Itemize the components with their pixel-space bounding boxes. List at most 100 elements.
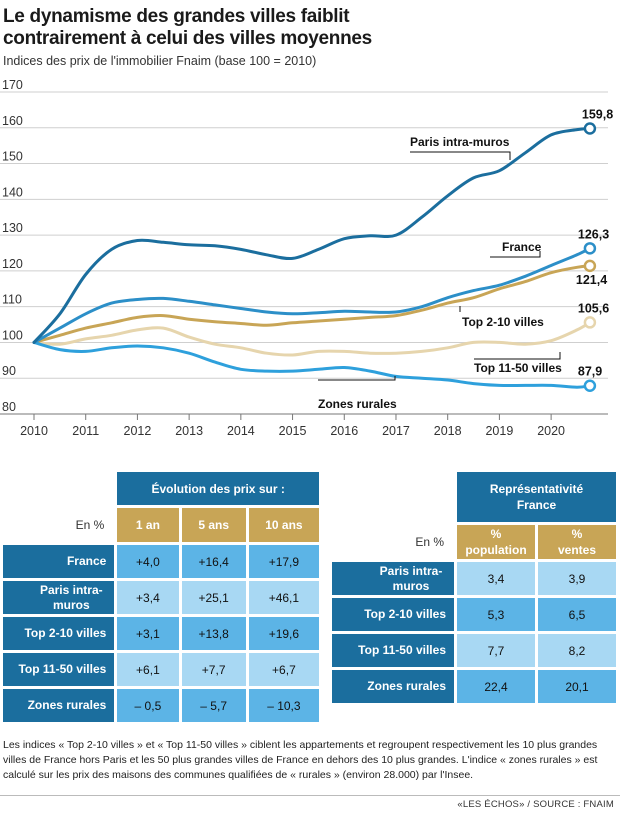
series-line-4 xyxy=(32,340,592,389)
row-label-paris: Paris intra-muros xyxy=(332,562,454,595)
table-cell: +3,1 xyxy=(117,617,179,650)
end-value-label: 159,8 xyxy=(582,107,613,121)
series-end-marker-4 xyxy=(583,379,597,392)
x-tick-label: 2011 xyxy=(72,424,99,438)
x-tick-label: 2017 xyxy=(382,424,410,438)
table-cell: +4,0 xyxy=(117,545,179,578)
x-tick-label: 2019 xyxy=(485,424,513,438)
x-tick-label: 2020 xyxy=(537,424,565,438)
x-tick-label: 2018 xyxy=(434,424,462,438)
series-annotations: 159,8 126,3 121,4 105,6 87,9 Paris intra-muro… xyxy=(318,107,613,411)
end-value-label: 87,9 xyxy=(578,365,602,379)
title-line-1: Le dynamisme des grandes villes faiblit xyxy=(3,6,350,27)
series-name-label-0: Paris intra-muros xyxy=(410,135,510,149)
table-cell: +25,1 xyxy=(181,581,246,614)
price-evolution-table: Évolution des prix sur : En % 1 an 5 ans… xyxy=(0,469,322,725)
table1-col-1an: 1 an xyxy=(117,508,179,542)
y-tick-label: 140 xyxy=(2,185,23,199)
x-tick-label: 2010 xyxy=(20,424,48,438)
table2-unit: En % xyxy=(415,535,444,549)
table-row: France +4,0 +16,4 +17,9 xyxy=(3,545,319,578)
table-cell: 22,4 xyxy=(457,670,535,703)
table-cell: 3,4 xyxy=(457,562,535,595)
y-tick-label: 170 xyxy=(2,78,23,92)
table-row: Zones rurales 22,4 20,1 xyxy=(332,670,616,703)
x-tick-label: 2015 xyxy=(279,424,307,438)
y-tick-label: 100 xyxy=(2,328,23,342)
series-end-marker-1 xyxy=(583,242,597,255)
series-end-marker-2 xyxy=(583,259,597,273)
row-label-rurales: Zones rurales xyxy=(3,689,115,722)
y-tick-label: 160 xyxy=(2,114,23,128)
table-cell: +6,1 xyxy=(117,653,179,686)
end-value-label: 121,4 xyxy=(576,273,607,287)
y-tick-label: 150 xyxy=(2,150,23,164)
leader-line-3 xyxy=(474,352,561,360)
table1-col-5ans: 5 ans xyxy=(181,508,246,542)
series-lines xyxy=(32,122,597,392)
x-tick-label: 2013 xyxy=(175,424,203,438)
x-axis: 2010 2011 2012 2013 2014 2015 2016 2017 2018 2019… xyxy=(20,414,565,438)
table-cell: +17,9 xyxy=(248,545,319,578)
table2-col-ventes: % ventes xyxy=(538,525,616,559)
table-row: Top 2-10 villes +3,1 +13,8 +19,6 xyxy=(3,617,319,650)
series-end-marker-3 xyxy=(583,316,597,329)
table1-header: Évolution des prix sur : xyxy=(117,472,319,505)
table2-col-population: % population xyxy=(457,525,535,559)
series-name-label-4: Zones rurales xyxy=(318,397,397,411)
x-tick-label: 2016 xyxy=(330,424,358,438)
chart-subtitle: Indices des prix de l'immobilier Fnaim (… xyxy=(3,54,317,68)
table2-col-population-text: % population xyxy=(465,527,527,557)
series-name-label-3: Top 11-50 villes xyxy=(474,361,562,375)
table-cell: – 5,7 xyxy=(181,689,246,722)
divider xyxy=(0,795,620,796)
table-cell: +7,7 xyxy=(181,653,246,686)
y-tick-label: 80 xyxy=(2,400,16,414)
x-tick-label: 2014 xyxy=(227,424,255,438)
row-label-top2-10: Top 2-10 villes xyxy=(3,617,115,650)
row-label-paris-text: Paris intra-muros xyxy=(379,563,443,593)
row-label-france: France xyxy=(3,545,115,578)
table2-col-ventes-text: % ventes xyxy=(557,527,597,557)
table-cell: – 0,5 xyxy=(117,689,179,722)
table2-spacer xyxy=(332,472,454,522)
table-row: Paris intra-muros 3,4 3,9 xyxy=(332,562,616,595)
table-row: Top 11-50 villes +6,1 +7,7 +6,7 xyxy=(3,653,319,686)
leader-line-1 xyxy=(490,251,541,258)
series-name-label-1: France xyxy=(502,240,542,254)
y-tick-label: 90 xyxy=(2,364,16,378)
title-line-2: contrairement à celui des villes moyenne… xyxy=(3,28,372,49)
table-row: Paris intra-muros +3,4 +25,1 +46,1 xyxy=(3,581,319,614)
table1-spacer xyxy=(3,472,114,505)
table-row: Top 11-50 villes 7,7 8,2 xyxy=(332,634,616,667)
leader-line-0 xyxy=(410,151,511,160)
table2-header: Représentativité France xyxy=(457,472,616,522)
y-tick-label: 130 xyxy=(2,221,23,235)
series-line-1 xyxy=(32,246,592,344)
table-cell: 6,5 xyxy=(538,598,616,631)
row-label-top11-50: Top 11-50 villes xyxy=(3,653,115,686)
table-cell: +3,4 xyxy=(117,581,179,614)
row-label-paris-text: Paris intra-muros xyxy=(39,582,103,612)
table-row: Zones rurales – 0,5 – 5,7 – 10,3 xyxy=(3,689,319,722)
table-row: Top 2-10 villes 5,3 6,5 xyxy=(332,598,616,631)
table2-header-text: Représentativité France xyxy=(489,482,584,512)
table-cell: 5,3 xyxy=(457,598,535,631)
row-label-paris: Paris intra-muros xyxy=(3,581,115,614)
series-line-3 xyxy=(32,320,592,357)
y-tick-label: 110 xyxy=(2,293,22,307)
table-cell: 3,9 xyxy=(538,562,616,595)
table-cell: +16,4 xyxy=(181,545,246,578)
series-line-0 xyxy=(32,127,592,344)
footnote: Les indices « Top 2-10 villes » et « Top… xyxy=(3,739,598,781)
x-tick-label: 2012 xyxy=(124,424,152,438)
y-axis: 80 90 100 110 120 130 140 150 160 170 xyxy=(2,78,23,414)
table-cell: +13,8 xyxy=(181,617,246,650)
y-tick-label: 120 xyxy=(2,257,23,271)
leader-line-4 xyxy=(318,376,396,381)
row-label-top11-50: Top 11-50 villes xyxy=(332,634,454,667)
table-cell: 8,2 xyxy=(538,634,616,667)
table1-col-10ans: 10 ans xyxy=(248,508,319,542)
table-cell: 20,1 xyxy=(538,670,616,703)
